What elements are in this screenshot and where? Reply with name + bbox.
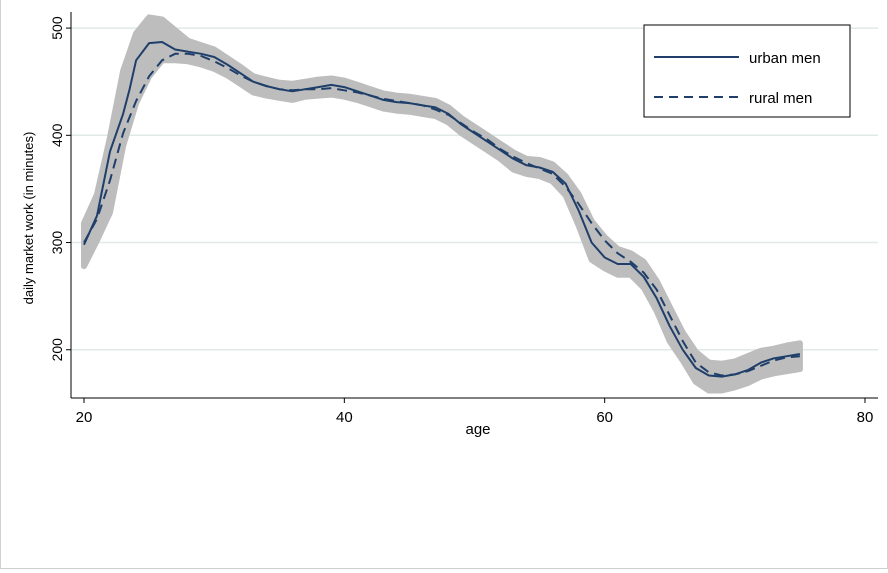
- x-tick-label-80: 80: [857, 409, 874, 426]
- x-tick-label-60: 60: [596, 409, 613, 426]
- x-tick-label-20: 20: [76, 409, 93, 426]
- x-axis-label: age: [465, 421, 490, 438]
- legend-box: [643, 24, 851, 118]
- x-tick-label-40: 40: [336, 409, 353, 426]
- legend-label-urban-men: urban men: [749, 50, 821, 67]
- axes: 200 300 400 500 20 40 60 80: [49, 12, 878, 426]
- legend-label-rural-men: rural men: [749, 90, 812, 107]
- confidence-band: [81, 14, 803, 394]
- y-tick-label-400: 400: [49, 123, 65, 147]
- confidence-band-area: [81, 14, 803, 394]
- series-lines: [83, 41, 801, 378]
- y-tick-label-300: 300: [49, 231, 65, 255]
- y-axis-label: daily market work (in minutes): [21, 132, 36, 305]
- legend: urban men rural men: [643, 24, 851, 118]
- series-line-urban-men: [83, 41, 801, 378]
- series-line-rural-men: [83, 52, 800, 377]
- y-tick-label-500: 500: [49, 16, 65, 40]
- y-tick-label-200: 200: [49, 338, 65, 362]
